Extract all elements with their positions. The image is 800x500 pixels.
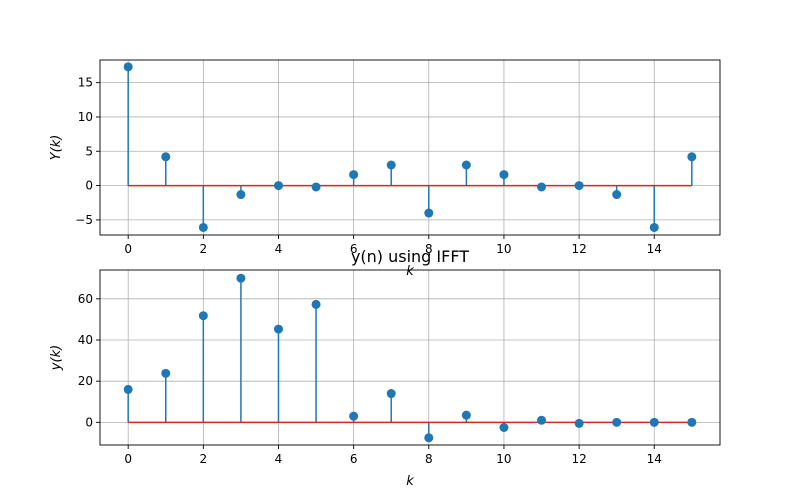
stem-marker — [349, 170, 359, 180]
stem-marker — [311, 299, 321, 309]
stem-marker — [236, 273, 246, 283]
x-tick-label: 2 — [200, 452, 208, 466]
chart-title: y(n) using IFFT — [351, 247, 469, 266]
stem-marker — [311, 182, 321, 192]
y-tick-label: 15 — [78, 76, 93, 90]
stem-marker — [386, 389, 396, 399]
y-axis-label: y(k) — [49, 345, 64, 371]
x-tick-label: 2 — [200, 242, 208, 256]
stem-marker — [161, 152, 171, 162]
x-tick-label: 0 — [124, 452, 132, 466]
stem-marker — [612, 417, 622, 427]
x-tick-label: 10 — [496, 452, 511, 466]
stem-marker — [499, 170, 509, 180]
y-tick-label: 20 — [78, 374, 93, 388]
stem-marker — [123, 384, 133, 394]
stem-marker — [424, 208, 434, 218]
stem-marker — [537, 182, 547, 192]
y-tick-label: 0 — [85, 415, 93, 429]
x-tick-label: 14 — [647, 242, 662, 256]
stem-marker — [123, 62, 133, 72]
stem-marker — [461, 410, 471, 420]
upper-stem-plot: 0 2 4 6 8 10 12 14 −5 0 5 10 15 k Y(k) — [49, 59, 721, 279]
y-tick-label: 5 — [85, 144, 93, 158]
stem-marker — [612, 190, 622, 200]
axes-frame — [99, 59, 721, 236]
x-tick-label: 6 — [350, 242, 358, 256]
stem-marker — [273, 181, 283, 191]
y-tick-label: 40 — [78, 333, 93, 347]
y-tick-label: 0 — [85, 179, 93, 193]
x-tick-label: 4 — [275, 452, 283, 466]
stem-marker — [537, 415, 547, 425]
stem-marker — [349, 411, 359, 421]
x-tick-label: 0 — [124, 242, 132, 256]
stem-marker — [273, 324, 283, 334]
stem-marker — [499, 423, 509, 432]
stem-marker — [649, 417, 659, 427]
stem-marker — [161, 368, 171, 378]
x-tick-label: 6 — [350, 452, 358, 466]
y-tick-label: −5 — [75, 213, 93, 227]
stem-marker — [386, 160, 396, 170]
x-tick-label: 8 — [425, 242, 433, 256]
x-axis-label: k — [406, 474, 414, 489]
stem-marker — [649, 222, 659, 232]
y-axis-label: Y(k) — [49, 135, 64, 161]
lower-stem-plot: 0 2 4 6 8 10 12 14 0 20 40 60 k y(k) y(n) using IFFT — [49, 247, 721, 489]
stem-marker — [574, 418, 584, 428]
x-tick-label: 10 — [496, 242, 511, 256]
y-tick-label: 10 — [78, 110, 93, 124]
stem-marker — [687, 417, 697, 427]
stem-marker — [574, 181, 584, 191]
stem-marker — [198, 311, 208, 321]
stem-marker — [687, 152, 697, 162]
x-axis-label: k — [406, 264, 414, 279]
axes-frame — [99, 269, 721, 446]
x-tick-label: 4 — [275, 242, 283, 256]
stem-marker — [198, 222, 208, 232]
x-tick-label: 12 — [571, 242, 586, 256]
x-tick-label: 12 — [571, 452, 586, 466]
stem-marker — [236, 190, 246, 200]
x-tick-label: 8 — [425, 452, 433, 466]
stem-marker — [424, 433, 434, 443]
stem-marker — [461, 160, 471, 170]
x-tick-label: 14 — [647, 452, 662, 466]
y-tick-label: 60 — [78, 292, 93, 306]
